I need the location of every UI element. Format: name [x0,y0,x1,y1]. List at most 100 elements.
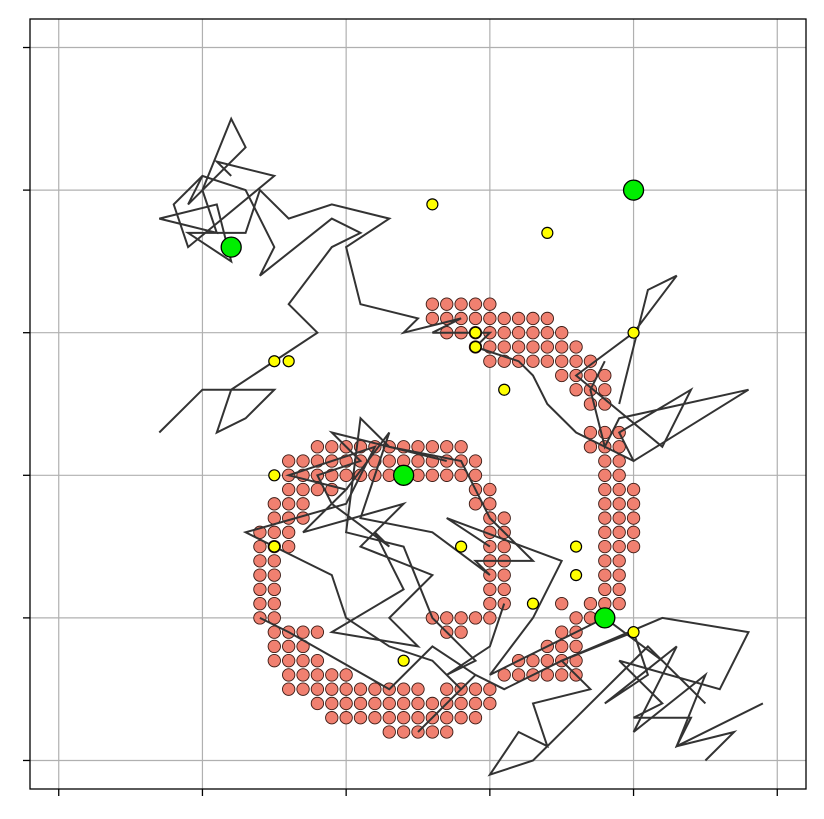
obstacle-point-27 [526,340,540,354]
obstacle-point-132 [440,611,454,625]
path-series-0 [158,159,363,435]
path-series-group [158,116,764,777]
obstacle-series [253,297,641,739]
obstacle-point-87 [282,482,296,497]
obstacle-point-36 [555,354,569,368]
obstacle-point-184 [368,711,382,725]
obstacle-point-13 [540,311,554,326]
obstacle-point-30 [569,340,583,354]
obstacle-point-121 [253,582,267,597]
obstacle-point-215 [555,596,569,611]
obstacle-point-149 [282,668,296,682]
obstacle-point-152 [325,668,339,682]
obstacle-point-20 [526,326,540,340]
obstacle-point-29 [555,340,569,354]
obstacle-point-114 [267,554,281,568]
obstacle-point-139 [310,625,325,639]
obstacle-point-213 [569,611,583,625]
obstacle-point-249 [612,596,626,611]
obstacle-point-43 [569,383,583,397]
node-point-8 [268,469,281,482]
obstacle-point-151 [310,668,325,682]
obstacle-point-171 [353,696,368,711]
obstacle-point-237 [626,525,641,539]
obstacle-point-123 [483,582,497,597]
obstacle-point-173 [382,696,396,711]
obstacle-point-39 [555,368,569,383]
obstacle-point-158 [339,682,353,696]
obstacle-point-247 [583,596,598,611]
obstacle-point-187 [411,711,425,725]
node-point-10 [455,540,468,553]
obstacle-point-179 [468,696,483,711]
obstacle-point-183 [353,711,368,725]
obstacle-point-83 [425,468,440,482]
obstacle-point-159 [353,682,368,696]
node-point-14 [627,626,640,639]
obstacle-point-141 [454,625,468,639]
obstacle-point-68 [411,454,425,468]
obstacle-point-145 [267,654,281,668]
obstacle-point-180 [483,696,497,711]
obstacle-point-189 [440,711,454,725]
obstacle-point-186 [396,711,411,725]
obstacle-point-126 [267,596,281,611]
path-series-5 [446,517,764,777]
obstacle-point-22 [555,326,569,340]
obstacle-point-174 [396,696,411,711]
obstacle-point-225 [612,468,626,482]
obstacle-point-2 [454,297,468,311]
obstacle-point-233 [612,511,626,525]
obstacle-point-19 [511,326,526,340]
obstacle-point-92 [483,482,497,497]
obstacle-point-150 [296,668,310,682]
goal-point-0 [220,236,242,258]
obstacle-point-240 [626,539,641,554]
obstacle-point-192 [382,725,396,739]
obstacle-point-105 [282,525,296,539]
obstacle-point-60 [296,454,310,468]
obstacle-point-45 [598,383,612,397]
obstacle-point-12 [526,311,540,326]
node-point-6 [268,355,281,368]
node-point-0 [426,198,439,211]
obstacle-point-242 [612,554,626,568]
obstacle-point-25 [497,340,511,354]
obstacle-point-227 [612,482,626,497]
obstacle-point-196 [440,725,454,739]
obstacle-point-124 [497,582,511,597]
goal-point-1 [622,179,645,201]
obstacle-point-169 [325,696,339,711]
obstacle-point-170 [339,696,353,711]
obstacle-point-58 [454,440,468,454]
grid [30,19,806,789]
obstacle-point-155 [296,682,310,696]
obstacle-point-157 [325,682,339,696]
obstacle-point-4 [483,297,497,311]
obstacle-point-49 [325,440,339,454]
obstacle-point-104 [267,525,281,539]
obstacle-point-229 [598,497,612,511]
obstacle-point-148 [310,654,325,668]
obstacle-point-134 [468,611,483,625]
obstacle-point-181 [325,711,339,725]
obstacle-point-160 [368,682,382,696]
obstacle-point-59 [282,454,296,468]
node-point-11 [569,540,583,553]
obstacle-point-138 [296,625,310,639]
obstacle-point-154 [282,682,296,696]
obstacle-point-222 [598,454,612,468]
obstacle-point-244 [612,568,626,582]
obstacle-point-5 [425,311,440,326]
path-series-3 [259,616,751,762]
obstacle-point-118 [267,568,281,582]
obstacle-point-112 [497,539,511,554]
goal-point-3 [594,607,616,629]
obstacle-point-190 [454,711,468,725]
goal-point-2 [392,464,415,486]
obstacle-point-245 [598,582,612,597]
axis-ticks [23,46,778,796]
obstacle-point-175 [411,696,425,711]
obstacle-point-232 [598,511,612,525]
obstacle-point-162 [396,682,411,696]
